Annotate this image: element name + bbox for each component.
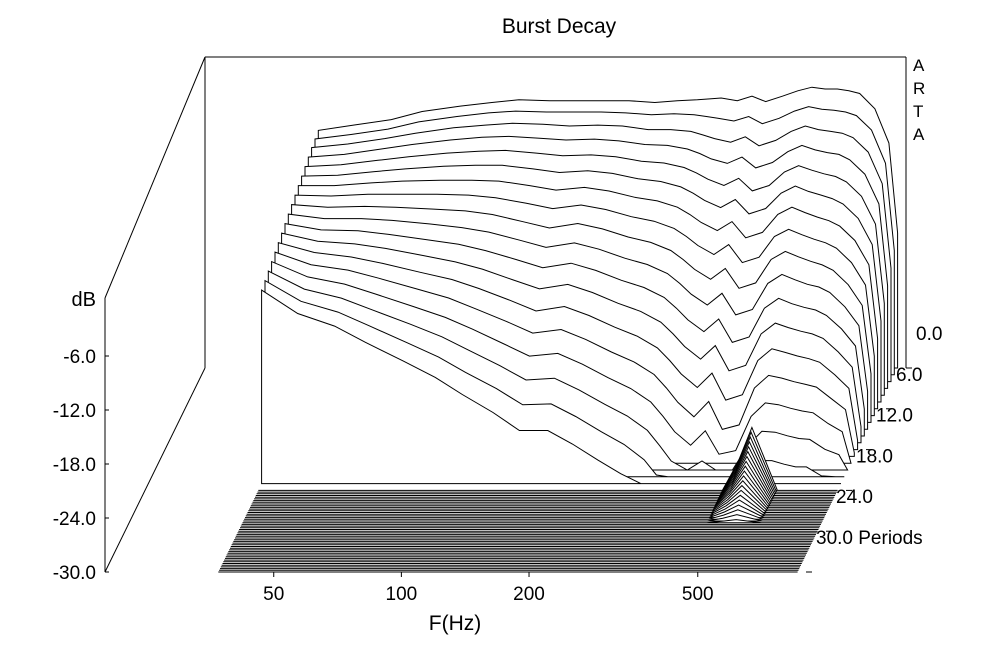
frame-edge-3: [104, 56, 206, 299]
x-tick-label-0: 50: [263, 584, 284, 605]
floor-slice-1: [257, 431, 837, 493]
floor-slice-6: [253, 455, 833, 502]
x-tick-label-2: 200: [513, 584, 545, 605]
floor-slice-12: [248, 484, 828, 512]
x-tick-label-1: 100: [386, 584, 418, 605]
floor-slice-11: [249, 480, 829, 510]
z-axis: 0.0 6.0 12.0 18.0 24.0 30.0 Periods: [806, 324, 942, 573]
floor-slice-8: [251, 465, 831, 505]
floor-slice-3: [255, 440, 836, 496]
z-tick-label-4: 24.0: [836, 487, 873, 508]
y-tick-label-0: -6.0: [63, 347, 96, 368]
decay-slices: [218, 86, 899, 573]
x-axis: 50 100 200 500: [263, 572, 714, 605]
floor-slice-4: [255, 445, 835, 498]
floor-slice-9: [250, 470, 831, 507]
chart-title: Burst Decay: [502, 15, 617, 38]
floor-slice-2: [256, 435, 836, 495]
y-axis-label: dB: [72, 289, 96, 311]
floor-slice-14: [246, 494, 826, 515]
z-tick-label-0: 0.0: [916, 324, 942, 345]
floor-slice-19: [242, 519, 822, 524]
floor-slice-15: [245, 499, 826, 517]
floor-slice-5: [254, 450, 834, 500]
watermark-letter-2: T: [913, 102, 923, 121]
floor-slice-13: [247, 489, 827, 513]
y-tick-label-3: -24.0: [53, 509, 96, 530]
y-tick-label-4: -30.0: [53, 563, 96, 584]
floor-slice-16: [245, 504, 825, 519]
plot-frame: [104, 56, 907, 573]
floor-slice-17: [244, 509, 824, 520]
decay-slice-17: [261, 289, 841, 485]
y-tick-label-2: -18.0: [53, 455, 96, 476]
z-tick-label-1: 6.0: [896, 365, 922, 386]
y-axis: -6.0 -12.0 -18.0 -24.0 -30.0: [53, 347, 109, 584]
z-tick-label-3: 18.0: [856, 446, 893, 467]
x-axis-label: F(Hz): [429, 612, 481, 635]
floor-slice-10: [250, 475, 830, 508]
frame-edge-5: [104, 367, 206, 573]
z-tick-label-2: 12.0: [876, 406, 913, 427]
y-tick-label-1: -12.0: [53, 401, 96, 422]
floor-slice-18: [243, 514, 823, 522]
floor-slice-0: [258, 426, 838, 491]
watermark-letter-1: R: [913, 79, 925, 98]
z-tick-label-5: 30.0 Periods: [816, 528, 923, 549]
watermark-letter-3: A: [913, 125, 925, 144]
x-tick-label-3: 500: [682, 584, 714, 605]
watermark-letter-0: A: [913, 56, 925, 75]
floor-slice-7: [252, 460, 832, 503]
